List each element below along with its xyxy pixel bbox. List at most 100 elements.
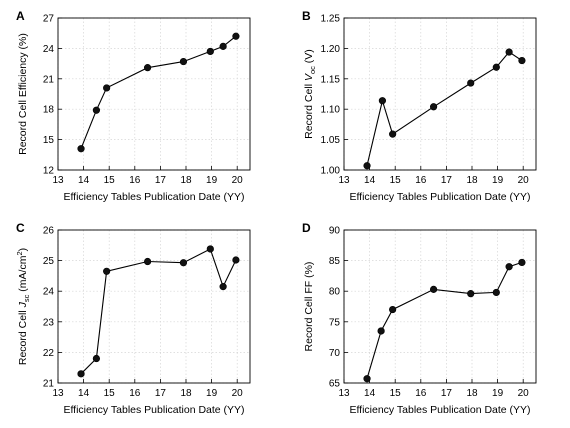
chart-panel-c: 13 14 15 16 17 18 19 20 21 22 23 24 25 26 C Efficiency … [15, 221, 251, 416]
y-tick-label: 65 [329, 379, 341, 390]
x-tick-label: 15 [104, 388, 116, 399]
data-point [206, 47, 214, 56]
plot-frame [57, 17, 251, 171]
y-tick-label: 90 [329, 226, 341, 237]
y-tick-label: 1.25 [321, 14, 341, 25]
data-point [232, 32, 240, 40]
x-tick-label: 17 [441, 388, 453, 399]
data-point [518, 258, 526, 267]
data-point [378, 97, 387, 105]
y-tick-label: 75 [329, 317, 341, 328]
data-point [77, 370, 85, 378]
x-tick-label: 14 [78, 388, 90, 399]
y-axis-label: Record Cell Efficiency (%) [17, 33, 29, 155]
data-point [103, 84, 111, 92]
data-point [363, 162, 371, 170]
x-axis-label: Efficiency Tables Publication Date (YY) [349, 404, 530, 416]
y-tick-label: 70 [329, 348, 341, 359]
x-tick-label: 15 [390, 175, 402, 186]
x-axis-label: Efficiency Tables Publication Date (YY) [63, 404, 244, 416]
plot-frame [343, 229, 537, 384]
data-point [492, 288, 500, 297]
data-point [144, 64, 152, 72]
y-tick-label: 22 [43, 348, 55, 359]
y-tick-label: 15 [43, 135, 55, 146]
y-tick-label: 1.00 [321, 166, 341, 177]
x-tick-label: 18 [466, 388, 478, 399]
panel-letter: C [16, 221, 25, 235]
x-axis-label: Efficiency Tables Publication Date (YY) [63, 191, 244, 203]
y-axis-label: Record Cell Jsc (mA/cm2) [15, 248, 31, 365]
data-point [505, 263, 513, 271]
chart-panel-d: 13 14 15 16 17 18 19 20 65 70 75 80 85 90 D Efficiency … [302, 221, 537, 416]
x-tick-label: 15 [390, 388, 402, 399]
data-point [179, 259, 188, 267]
chart-panel-a: 13 14 15 16 17 18 19 20 12 15 18 21 24 27 A Efficiency … [16, 9, 251, 203]
x-tick-label: 18 [180, 175, 192, 186]
y-axis-label: Record Cell Voc (V) [303, 49, 317, 139]
x-tick-label: 16 [415, 175, 427, 186]
data-point [430, 285, 438, 293]
y-tick-label: 18 [43, 105, 55, 116]
data-point [363, 375, 371, 383]
x-tick-label: 20 [232, 388, 244, 399]
y-tick-label: 26 [43, 226, 55, 237]
y-tick-label: 23 [43, 317, 55, 328]
panel-letter: B [302, 9, 311, 23]
x-tick-label: 14 [364, 175, 376, 186]
data-point [232, 256, 240, 264]
panel-letter: A [16, 9, 25, 23]
data-point [518, 56, 526, 65]
y-tick-label: 21 [43, 74, 55, 85]
y-tick-label: 80 [329, 287, 341, 298]
x-tick-label: 13 [338, 388, 350, 399]
x-tick-label: 15 [104, 175, 116, 186]
data-point [206, 245, 214, 253]
x-axis-label: Efficiency Tables Publication Date (YY) [349, 191, 530, 203]
x-tick-label: 13 [52, 388, 64, 399]
y-tick-label: 27 [43, 14, 55, 25]
x-tick-label: 20 [232, 175, 244, 186]
x-tick-label: 17 [155, 175, 167, 186]
x-tick-label: 13 [52, 175, 64, 186]
x-tick-label: 13 [338, 175, 350, 186]
data-point [467, 290, 475, 298]
x-tick-label: 18 [180, 388, 192, 399]
x-tick-label: 20 [518, 388, 530, 399]
series-line [80, 248, 237, 375]
x-tick-label: 18 [466, 175, 478, 186]
data-point [144, 257, 152, 266]
data-point [103, 267, 111, 275]
data-point [219, 42, 227, 50]
data-point [179, 57, 188, 66]
x-tick-label: 14 [78, 175, 90, 186]
data-point [389, 305, 397, 314]
chart-panel-b: 13 14 15 16 17 18 19 20 1.00 1.05 1.10 1.15 1.20 1.25… [302, 9, 537, 203]
data-point [389, 130, 397, 138]
y-tick-label: 25 [43, 256, 55, 267]
y-axis-label: Record Cell FF (%) [303, 262, 315, 352]
data-point [219, 283, 227, 291]
y-tick-label: 24 [43, 287, 55, 298]
data-point [77, 145, 85, 153]
data-point [505, 48, 513, 56]
x-tick-label: 19 [492, 388, 504, 399]
series-line [366, 261, 523, 379]
y-tick-label: 12 [43, 166, 55, 177]
x-tick-label: 16 [129, 388, 141, 399]
data-point [92, 354, 100, 363]
x-tick-label: 20 [518, 175, 530, 186]
x-tick-label: 14 [364, 388, 376, 399]
data-point [377, 327, 385, 335]
y-tick-label: 21 [43, 379, 55, 390]
y-tick-label: 1.05 [321, 135, 341, 146]
y-tick-label: 85 [329, 256, 341, 267]
x-tick-label: 17 [441, 175, 453, 186]
x-tick-label: 19 [492, 175, 504, 186]
y-tick-label: 24 [43, 44, 55, 55]
x-tick-label: 19 [206, 388, 218, 399]
data-point [492, 63, 500, 71]
x-tick-label: 16 [129, 175, 141, 186]
data-point [430, 103, 438, 111]
